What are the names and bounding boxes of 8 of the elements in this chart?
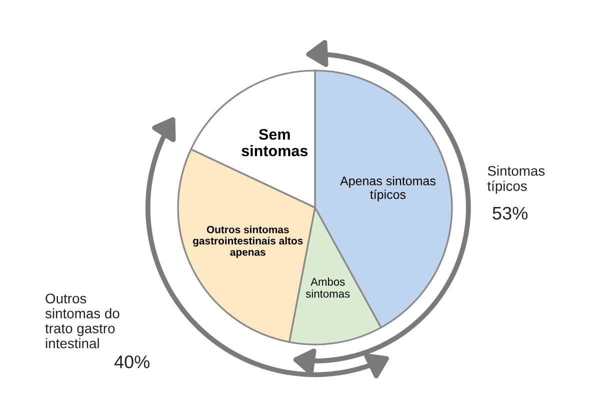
text: 53% bbox=[492, 206, 528, 220]
text: 40% bbox=[114, 356, 150, 368]
slice-label: Sem sintomas bbox=[242, 128, 308, 156]
slice-label: Apenas sintomas típicos bbox=[340, 176, 436, 202]
text: Outros sintomas do trato gastro intestinal bbox=[45, 294, 120, 348]
text: Sintomas típicos bbox=[487, 166, 545, 194]
slice-label: Ambos sintomas bbox=[306, 278, 350, 298]
slice-label: Outros sintomas gastrointestinais altos apenas bbox=[193, 226, 303, 258]
